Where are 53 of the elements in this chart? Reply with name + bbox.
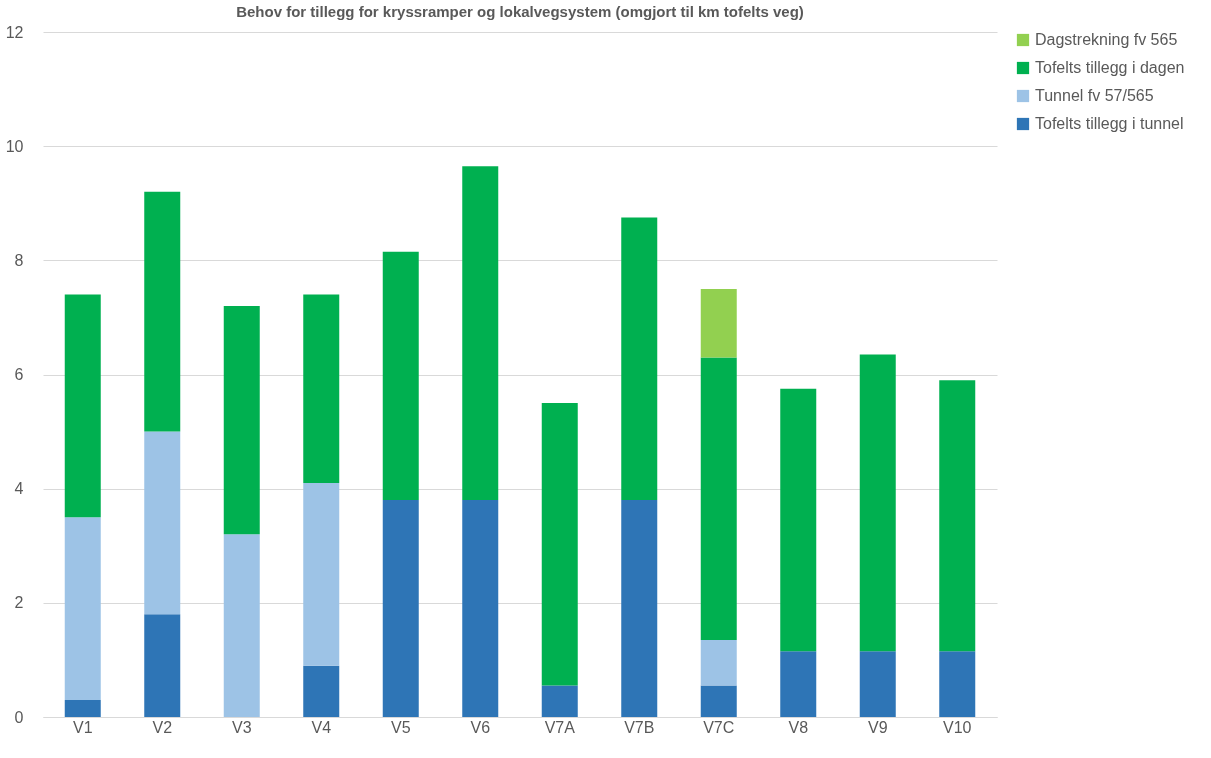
bar — [223, 306, 260, 535]
x-tick-label: V10 — [943, 718, 972, 736]
bar — [64, 517, 101, 700]
bar — [382, 500, 419, 717]
bar — [64, 294, 101, 518]
bar — [462, 500, 499, 717]
bar — [541, 403, 578, 686]
x-tick-label: V6 — [470, 718, 491, 736]
bar — [859, 651, 896, 717]
x-tick-label: V7B — [624, 718, 655, 736]
bar — [621, 217, 658, 501]
legend-label: Tofelts tillegg i tunnel — [1035, 115, 1184, 132]
bar — [64, 699, 101, 717]
legend-label: Dagstrekning fv 565 — [1035, 31, 1178, 48]
y-tick-label: 6 — [14, 366, 24, 383]
legend-label: Tofelts tillegg i dagen — [1035, 59, 1185, 76]
y-tick-label: 10 — [5, 137, 24, 155]
y-tick-label: 4 — [14, 480, 24, 498]
bar — [223, 534, 260, 717]
bar — [144, 191, 181, 432]
y-tick-label: 8 — [14, 251, 24, 269]
bar — [780, 388, 817, 652]
legend-label: Tunnel fv 57/565 — [1035, 87, 1154, 104]
x-tick-label: V1 — [72, 718, 93, 736]
x-tick-label: V3 — [231, 718, 252, 736]
bar — [144, 431, 181, 615]
x-tick-label: V2 — [152, 718, 173, 736]
y-tick-label: 0 — [14, 708, 24, 726]
bar — [780, 651, 817, 717]
x-tick-label: V9 — [867, 718, 888, 736]
bar — [382, 251, 419, 501]
bar — [303, 482, 340, 666]
bar — [859, 354, 896, 652]
bar — [462, 166, 499, 501]
bar — [700, 685, 737, 717]
bar — [700, 288, 737, 358]
x-tick-label: V7C — [703, 718, 735, 736]
bar — [939, 651, 976, 717]
chart-title: Behov for tillegg for kryssramper og lokalvegsystem (omgjort til km tofelts veg) — [236, 3, 804, 20]
bar — [144, 614, 181, 717]
bar — [700, 639, 737, 686]
bar — [303, 294, 340, 483]
y-tick-label: 12 — [5, 23, 24, 41]
x-tick-label: V7A — [544, 718, 576, 736]
y-tick-label: 2 — [14, 594, 24, 612]
bar — [939, 380, 976, 652]
x-tick-label: V5 — [390, 718, 411, 736]
x-tick-label: V8 — [788, 718, 809, 736]
x-tick-label: V4 — [311, 718, 332, 736]
bar — [621, 500, 658, 717]
bar — [303, 665, 340, 717]
bar — [541, 685, 578, 717]
bar — [700, 357, 737, 640]
